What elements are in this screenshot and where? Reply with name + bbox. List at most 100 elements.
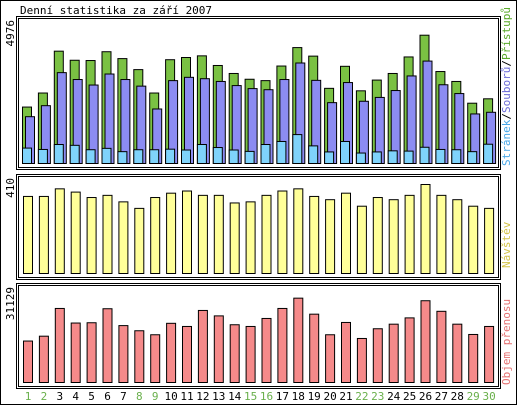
bar-visits-day-13 <box>213 194 224 274</box>
bar-pages-day-11 <box>181 149 191 165</box>
panel-3-ymax-label: 31129 <box>4 287 17 320</box>
x-tick-label-13: 13 <box>212 390 225 403</box>
bar-kbytes-day-11 <box>182 325 192 383</box>
bar-pages-day-27 <box>435 148 446 165</box>
bar-visits-day-3 <box>54 188 65 274</box>
bar-kbytes-day-15 <box>245 325 256 383</box>
x-tick-label-4: 4 <box>72 390 79 403</box>
bar-pages-day-23 <box>371 151 382 164</box>
bar-pages-day-8 <box>133 149 144 164</box>
x-tick-label-24: 24 <box>387 390 401 403</box>
bar-visits-day-8 <box>134 207 145 274</box>
bar-visits-day-27 <box>436 194 447 274</box>
bar-visits-day-10 <box>166 192 177 274</box>
x-tick-label-18: 18 <box>292 390 305 403</box>
bar-files-day-25 <box>406 75 417 164</box>
bar-visits-day-26 <box>420 184 431 274</box>
bar-pages-day-18 <box>292 134 303 164</box>
bar-visits-day-7 <box>118 201 129 275</box>
bar-kbytes-day-18 <box>293 297 304 384</box>
x-tick-label-19: 19 <box>308 390 321 403</box>
bar-visits-day-11 <box>182 190 192 274</box>
x-tick-label-22: 22 <box>355 390 368 403</box>
bar-visits-day-23 <box>372 197 383 274</box>
x-tick-label-10: 10 <box>164 390 177 403</box>
bar-pages-day-20 <box>324 151 335 164</box>
bar-kbytes-day-20 <box>325 334 336 384</box>
bar-pages-day-25 <box>403 150 414 165</box>
x-tick-label-27: 27 <box>435 390 448 403</box>
bar-kbytes-day-8 <box>134 330 145 383</box>
panel-3-frame-outer <box>16 283 501 389</box>
panel-2-ymax-label: 410 <box>4 178 17 198</box>
bar-pages-day-1 <box>22 147 32 165</box>
bar-pages-day-15 <box>244 150 255 164</box>
bar-pages-day-30 <box>483 143 494 165</box>
bar-visits-day-18 <box>293 188 304 274</box>
x-tick-label-25: 25 <box>403 390 416 403</box>
legend-item-4: Přístupů <box>500 7 513 60</box>
bar-pages-day-4 <box>69 144 80 165</box>
bar-kbytes-day-26 <box>420 300 431 383</box>
bar-kbytes-day-12 <box>197 309 208 383</box>
bar-kbytes-day-16 <box>261 317 272 383</box>
bar-visits-day-14 <box>229 202 240 274</box>
bar-visits-day-1 <box>23 195 33 274</box>
bar-kbytes-day-25 <box>404 317 415 383</box>
bar-pages-day-21 <box>340 140 350 164</box>
bar-visits-day-2 <box>38 195 49 274</box>
bar-visits-day-22 <box>356 205 367 275</box>
x-tick-label-12: 12 <box>196 390 209 403</box>
bar-visits-day-24 <box>388 199 399 275</box>
bar-pages-day-13 <box>212 147 223 165</box>
x-tick-label-17: 17 <box>276 390 289 403</box>
legend-item-0: Stránek <box>500 119 513 166</box>
x-tick-label-16: 16 <box>260 390 273 403</box>
bar-visits-day-4 <box>70 191 81 274</box>
bar-kbytes-day-3 <box>54 307 65 383</box>
x-tick-label-30: 30 <box>482 390 495 403</box>
panel-3-legend: Objem přenosu <box>500 299 513 385</box>
panel-1-frame <box>18 18 499 168</box>
bar-visits-day-9 <box>150 197 161 274</box>
x-tick-label-2: 2 <box>41 390 48 403</box>
bar-visits-day-17 <box>277 190 288 274</box>
bar-pages-day-10 <box>165 148 176 164</box>
bar-visits-day-16 <box>261 194 272 274</box>
bar-visits-day-21 <box>341 192 351 274</box>
bar-pages-day-12 <box>196 144 207 164</box>
x-tick-label-11: 11 <box>180 390 193 403</box>
bar-pages-day-29 <box>467 151 478 165</box>
legend-item-2: Souborů <box>500 67 513 113</box>
bar-pages-day-17 <box>276 140 287 164</box>
bar-kbytes-day-14 <box>229 324 240 383</box>
bar-pages-day-16 <box>260 144 271 164</box>
bar-kbytes-day-21 <box>341 321 351 384</box>
bar-pages-day-26 <box>419 146 430 164</box>
bar-pages-day-22 <box>355 152 366 164</box>
bar-pages-day-28 <box>451 149 462 164</box>
bar-kbytes-day-5 <box>86 322 97 383</box>
bar-pages-day-7 <box>117 151 128 165</box>
bar-kbytes-day-23 <box>372 328 383 384</box>
bar-pages-day-3 <box>53 144 64 164</box>
bar-kbytes-day-6 <box>102 308 113 384</box>
x-tick-label-21: 21 <box>339 390 352 403</box>
bar-pages-day-5 <box>85 149 96 164</box>
x-tick-label-20: 20 <box>323 390 336 403</box>
x-tick-label-8: 8 <box>136 390 143 403</box>
x-tick-label-29: 29 <box>467 390 480 403</box>
x-tick-label-28: 28 <box>451 390 464 403</box>
x-tick-label-3: 3 <box>56 390 63 403</box>
bar-visits-day-5 <box>86 197 97 274</box>
bar-kbytes-day-19 <box>309 313 320 383</box>
x-tick-label-26: 26 <box>419 390 432 403</box>
panel-1-frame-outer <box>16 16 501 170</box>
bar-kbytes-day-7 <box>118 325 129 383</box>
x-tick-label-6: 6 <box>104 390 111 403</box>
bar-kbytes-day-13 <box>213 315 224 384</box>
bar-kbytes-day-24 <box>388 323 399 383</box>
panel-2-frame-outer <box>16 174 501 280</box>
bar-kbytes-day-9 <box>150 334 161 384</box>
